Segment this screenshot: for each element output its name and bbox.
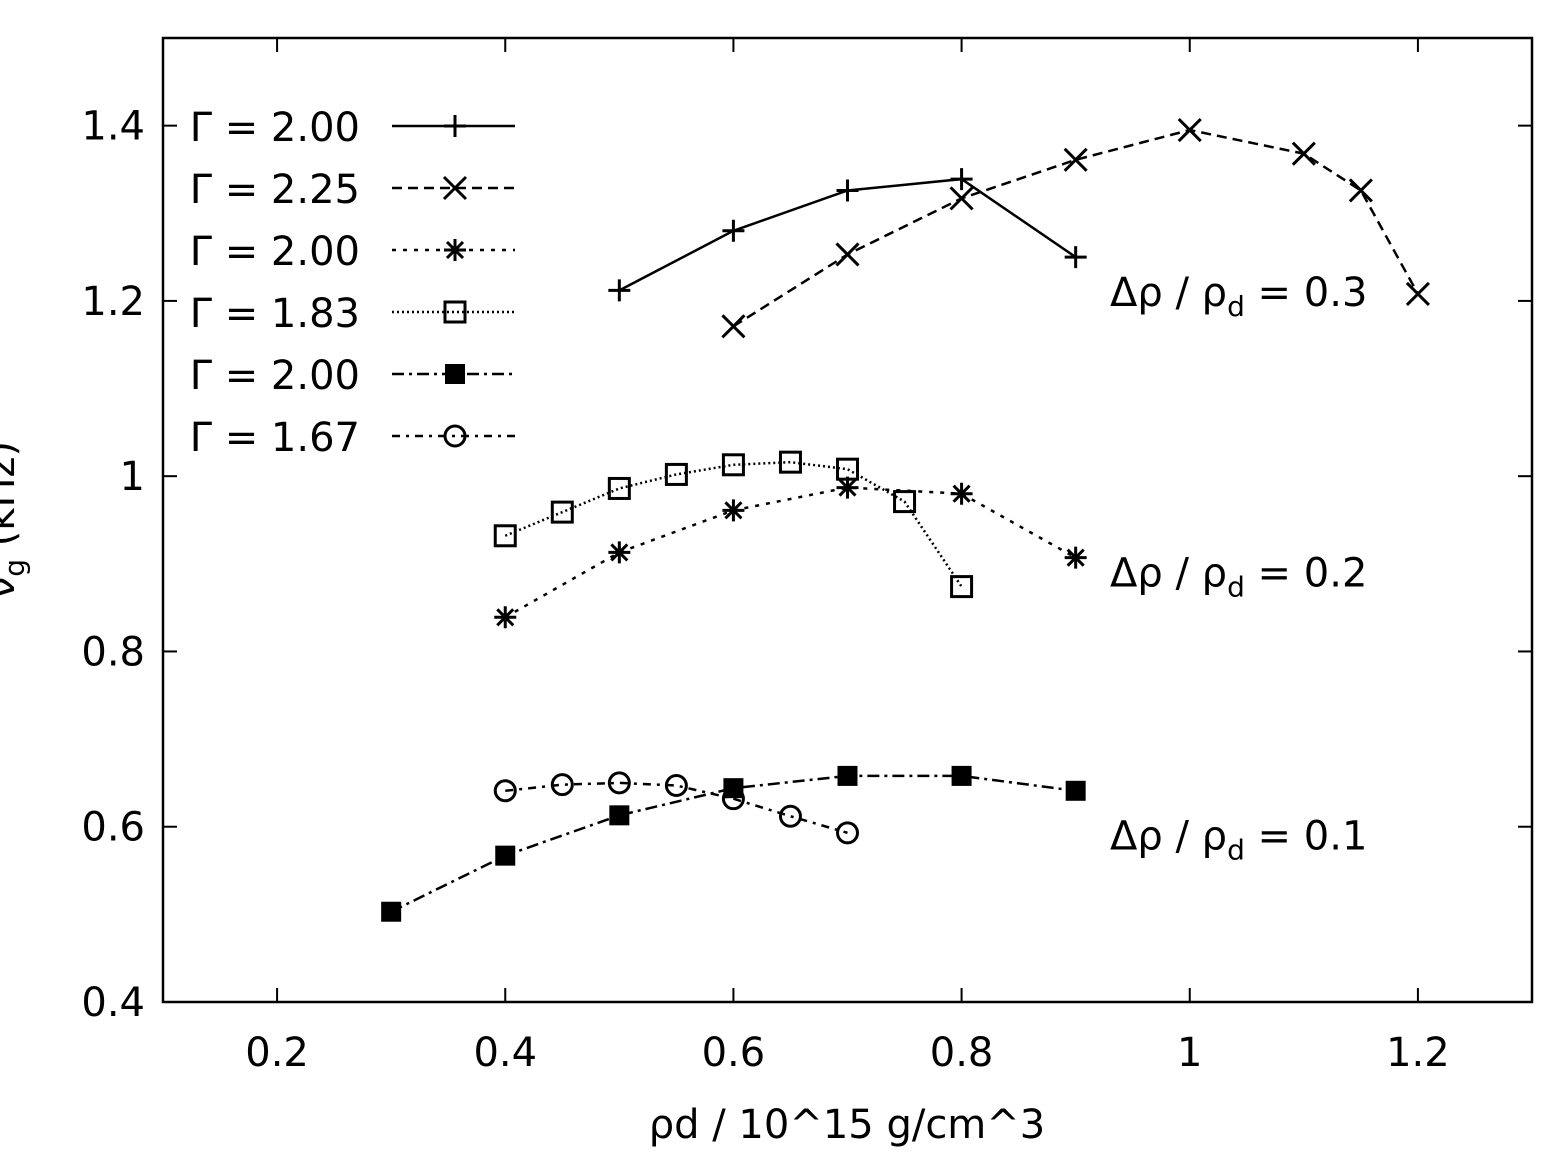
- legend-label: Γ = 2.00: [190, 353, 360, 399]
- open-square-marker: [550, 500, 574, 524]
- y-label-rest: (kHz): [0, 441, 24, 559]
- legend-item: Γ = 2.00: [190, 229, 515, 275]
- y-tick-label: 0.4: [81, 980, 145, 1026]
- annotation-sub: d: [1227, 571, 1245, 604]
- plus-marker: [950, 168, 973, 191]
- open-circle-marker: [607, 771, 631, 795]
- y-tick-label: 0.6: [81, 805, 145, 851]
- legend-item: Γ = 2.25: [190, 167, 515, 213]
- open-square-marker: [443, 300, 467, 324]
- cross-marker: [1405, 281, 1430, 306]
- plus-marker: [1064, 246, 1087, 269]
- x-tick-label: 0.8: [930, 1030, 994, 1076]
- x-tick-label: 0.2: [245, 1030, 309, 1076]
- open-circle-marker: [721, 787, 745, 811]
- series-2: [721, 117, 1430, 339]
- cross-marker: [835, 242, 860, 267]
- cross-marker: [949, 186, 974, 211]
- annotation-pre: Δρ / ρ: [1110, 551, 1227, 597]
- series-5: [381, 765, 1086, 922]
- open-circle-marker: [664, 774, 688, 798]
- legend-label: Γ = 2.00: [190, 229, 360, 275]
- annotation-pre: Δρ / ρ: [1110, 813, 1227, 859]
- star-marker: [722, 499, 745, 522]
- annotation-post: = 0.2: [1245, 551, 1368, 597]
- open-circle-marker: [493, 779, 517, 803]
- filled-square-marker: [951, 765, 972, 786]
- star-marker: [494, 606, 517, 629]
- star-marker: [950, 482, 973, 505]
- y-tick-label: 1.2: [81, 279, 145, 325]
- cross-marker: [1291, 141, 1316, 166]
- series-6: [493, 771, 859, 845]
- open-circle-marker: [778, 804, 802, 828]
- plus-marker: [722, 219, 745, 242]
- filled-square-marker: [381, 901, 402, 922]
- y-label-nu: ν: [0, 577, 24, 599]
- plot-frame: [161, 36, 1534, 1004]
- plus-marker: [836, 179, 859, 202]
- legend-item: Γ = 1.83: [190, 291, 515, 337]
- series-1: [608, 168, 1087, 302]
- cross-marker: [721, 314, 746, 339]
- plus-marker: [444, 115, 466, 137]
- open-square-marker: [778, 450, 802, 474]
- legend-item: Γ = 2.00: [190, 105, 515, 151]
- cross-marker: [1177, 117, 1202, 143]
- cross-marker: [1063, 147, 1088, 172]
- open-square-marker: [721, 453, 745, 477]
- annotation: Δρ / ρd = 0.3: [1110, 270, 1367, 323]
- legend-item: Γ = 1.67: [190, 415, 515, 461]
- x-tick-label: 0.4: [473, 1030, 537, 1076]
- y-tick-label: 1.4: [81, 104, 145, 150]
- open-square-marker: [664, 462, 688, 486]
- legend-label: Γ = 1.83: [190, 291, 360, 337]
- annotation-pre: Δρ / ρ: [1110, 270, 1227, 316]
- open-square-marker: [950, 575, 974, 599]
- annotation-post: = 0.1: [1245, 813, 1368, 859]
- star-marker: [608, 541, 631, 564]
- open-square-marker: [493, 524, 517, 548]
- y-label-sub: g: [0, 559, 31, 577]
- legend-label: Γ = 2.00: [190, 105, 360, 151]
- filled-square-marker: [837, 765, 858, 786]
- series-4: [493, 450, 974, 599]
- annotation: Δρ / ρd = 0.1: [1110, 813, 1367, 866]
- x-tick-label: 0.6: [702, 1030, 766, 1076]
- legend-item: Γ = 2.00: [190, 353, 515, 399]
- series-line: [504, 486, 1077, 619]
- y-tick-label: 0.8: [81, 629, 145, 675]
- cross-marker: [442, 175, 468, 201]
- open-square-marker: [836, 457, 859, 481]
- annotation-sub: d: [1227, 833, 1245, 866]
- star-marker: [836, 476, 859, 499]
- legend-label: Γ = 1.67: [190, 415, 360, 461]
- open-square-marker: [893, 490, 917, 514]
- annotation-post: = 0.3: [1245, 270, 1368, 316]
- filled-square-marker: [1065, 780, 1086, 801]
- annotation-sub: d: [1227, 290, 1245, 323]
- filled-square-marker: [445, 364, 465, 384]
- legend-label: Γ = 2.25: [190, 167, 360, 213]
- open-circle-marker: [550, 773, 574, 797]
- open-circle-marker: [443, 424, 467, 448]
- x-tick-label: 1: [1177, 1030, 1202, 1076]
- annotation: Δρ / ρd = 0.2: [1110, 551, 1367, 604]
- filled-square-marker: [495, 845, 516, 866]
- open-square-marker: [607, 476, 631, 500]
- filled-square-marker: [609, 805, 630, 826]
- plus-marker: [608, 279, 631, 302]
- y-axis-label: νg (kHz): [0, 441, 31, 599]
- series-line: [732, 128, 1420, 328]
- star-marker: [444, 239, 466, 261]
- series-3: [494, 476, 1087, 629]
- cross-marker: [1348, 178, 1373, 203]
- x-tick-label: 1.2: [1386, 1030, 1450, 1076]
- series-line: [504, 460, 963, 588]
- x-axis-label: ρd / 10^15 g/cm^3: [649, 1102, 1046, 1148]
- y-tick-label: 1: [120, 454, 145, 500]
- star-marker: [1064, 546, 1087, 569]
- open-circle-marker: [836, 821, 859, 845]
